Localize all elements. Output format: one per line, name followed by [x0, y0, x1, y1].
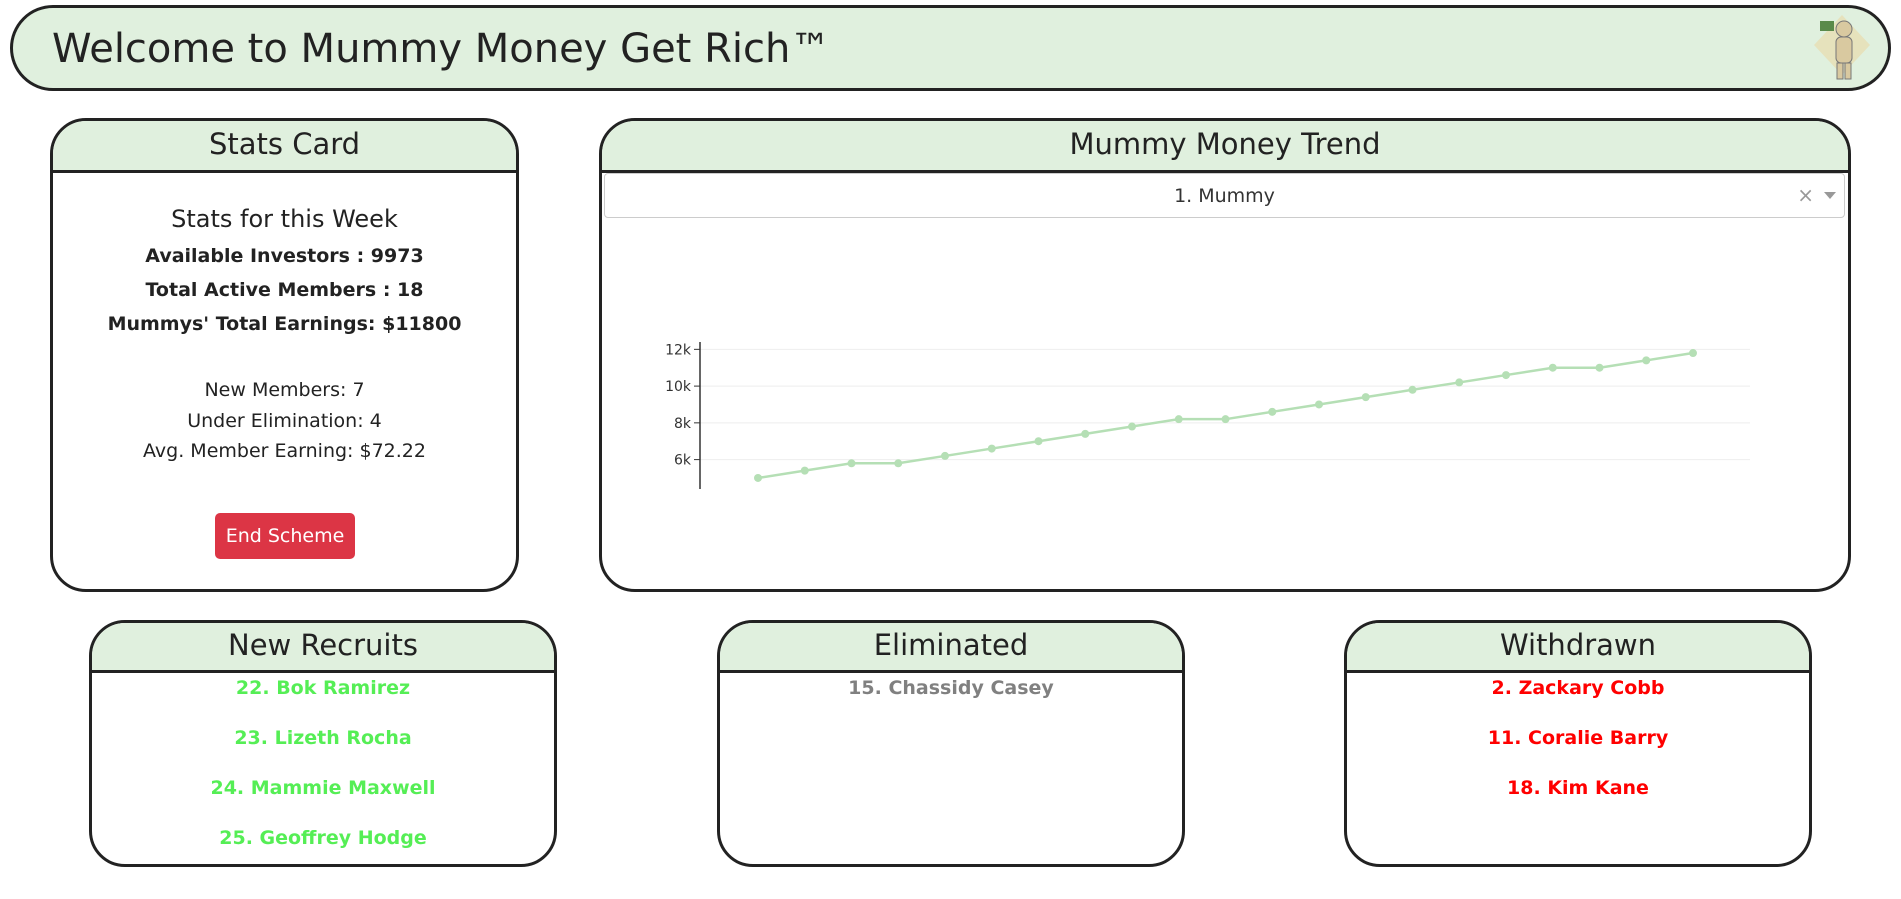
list-item: 23. Lizeth Rocha [234, 727, 412, 749]
list-item: 2. Zackary Cobb [1491, 677, 1665, 699]
eliminated-card: Eliminated 15. Chassidy Casey [717, 620, 1185, 867]
dropdown-value: 1. Mummy [1174, 185, 1275, 207]
card-title: Withdrawn [1347, 623, 1809, 673]
header-title: Welcome to Mummy Money Get Rich™ [52, 26, 831, 72]
stat-detail: Under Elimination: 4 [187, 409, 382, 432]
card-title: Mummy Money Trend [602, 121, 1848, 173]
list-item: 25. Geoffrey Hodge [219, 827, 427, 849]
dropdown-arrow[interactable] [1824, 192, 1836, 199]
card-title: Eliminated [720, 623, 1182, 673]
mummy-logo [1814, 15, 1870, 80]
stat-detail: Avg. Member Earning: $72.22 [143, 440, 426, 462]
list-item: 15. Chassidy Casey [848, 677, 1054, 699]
stat-line: Mummys' Total Earnings: $11800 [107, 313, 462, 335]
list-item: 18. Kim Kane [1507, 777, 1649, 799]
dropdown-clear[interactable]: × [1797, 183, 1814, 207]
card-title: New Recruits [92, 623, 554, 673]
stats-card: Stats Card Stats for this Week Available… [50, 118, 519, 592]
trend-card: Mummy Money Trend 1. Mummy × [599, 118, 1851, 592]
withdrawn-card: Withdrawn 2. Zackary Cobb 11. Coralie Bar… [1344, 620, 1812, 867]
list-item: 11. Coralie Barry [1487, 727, 1669, 749]
stats-subtitle: Stats for this Week [171, 205, 398, 233]
list-item: 22. Bok Ramirez [235, 677, 411, 699]
series-dropdown[interactable]: 1. Mummy × [604, 173, 1845, 218]
end-scheme-button[interactable]: End Scheme [215, 513, 355, 559]
new-recruits-card: New Recruits 22. Bok Ramirez 23. Lizeth R… [89, 620, 557, 867]
stat-line: Available Investors : 9973 [145, 245, 424, 267]
header: Welcome to Mummy Money Get Rich™ [10, 5, 1891, 91]
stat-line: Total Active Members : 18 [145, 279, 424, 301]
card-title: Stats Card [53, 121, 516, 173]
list-item: 24. Mammie Maxwell [210, 777, 436, 799]
stat-detail: New Members: 7 [204, 379, 365, 401]
